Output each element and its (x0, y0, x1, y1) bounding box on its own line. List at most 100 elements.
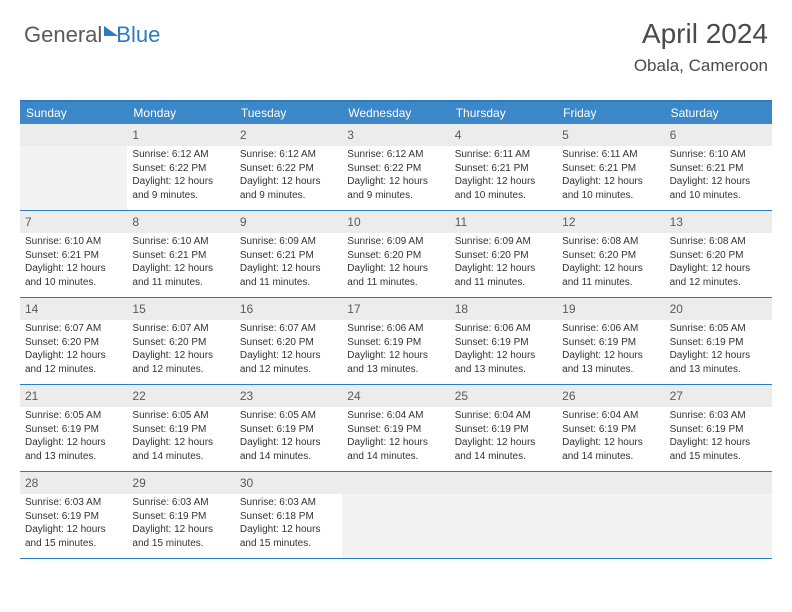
calendar-day: 25 Sunrise: 6:04 AMSunset: 6:19 PMDayligh… (450, 385, 557, 471)
day-number-row: 25 (450, 385, 557, 407)
day-number-row: 22 (127, 385, 234, 407)
calendar-day: 9 Sunrise: 6:09 AMSunset: 6:21 PMDaylight… (235, 211, 342, 297)
calendar-day: 14Sunrise: 6:07 AMSunset: 6:20 PMDayligh… (20, 298, 127, 384)
weekday-header: Friday (557, 102, 664, 124)
day-info: Sunrise: 6:12 AMSunset: 6:22 PMDaylight:… (240, 148, 337, 202)
day-info: Sunrise: 6:07 AMSunset: 6:20 PMDaylight:… (240, 322, 337, 376)
day-number-row-empty (342, 472, 449, 494)
day-number: 12 (562, 215, 575, 229)
logo-text-blue: Blue (116, 22, 160, 48)
calendar-day: 30 Sunrise: 6:03 AMSunset: 6:18 PMDayligh… (235, 472, 342, 558)
day-number: 29 (132, 476, 145, 490)
day-number: 27 (670, 389, 683, 403)
day-number-row: 16 (235, 298, 342, 320)
day-number-row: 28 (20, 472, 127, 494)
day-number: 2 (240, 128, 247, 142)
day-number-row: 2 (235, 124, 342, 146)
day-number-row: 23 (235, 385, 342, 407)
calendar-week-row: 21Sunrise: 6:05 AMSunset: 6:19 PMDayligh… (20, 385, 772, 472)
day-info: Sunrise: 6:07 AMSunset: 6:20 PMDaylight:… (132, 322, 229, 376)
day-info: Sunrise: 6:03 AMSunset: 6:19 PMDaylight:… (670, 409, 767, 463)
day-number: 8 (132, 215, 139, 229)
calendar-header-row: SundayMondayTuesdayWednesdayThursdayFrid… (20, 102, 772, 124)
day-number-row-empty (665, 472, 772, 494)
day-info: Sunrise: 6:04 AMSunset: 6:19 PMDaylight:… (455, 409, 552, 463)
day-info: Sunrise: 6:10 AMSunset: 6:21 PMDaylight:… (25, 235, 122, 289)
day-number: 1 (132, 128, 139, 142)
day-number-row: 12 (557, 211, 664, 233)
day-number-row: 26 (557, 385, 664, 407)
day-number-row: 13 (665, 211, 772, 233)
day-number-row: 8 (127, 211, 234, 233)
calendar-week-row: 28 Sunrise: 6:03 AMSunset: 6:19 PMDayligh… (20, 472, 772, 559)
day-number-row: 5 (557, 124, 664, 146)
day-info: Sunrise: 6:09 AMSunset: 6:21 PMDaylight:… (240, 235, 337, 289)
calendar-week-row: 1 Sunrise: 6:12 AMSunset: 6:22 PMDaylight… (20, 124, 772, 211)
day-number: 30 (240, 476, 253, 490)
day-number: 5 (562, 128, 569, 142)
day-number: 17 (347, 302, 360, 316)
calendar-day-empty (450, 472, 557, 558)
day-number-row: 20 (665, 298, 772, 320)
day-number: 7 (25, 215, 32, 229)
day-info: Sunrise: 6:06 AMSunset: 6:19 PMDaylight:… (562, 322, 659, 376)
day-number-row: 27 (665, 385, 772, 407)
day-info: Sunrise: 6:10 AMSunset: 6:21 PMDaylight:… (670, 148, 767, 202)
day-info: Sunrise: 6:11 AMSunset: 6:21 PMDaylight:… (455, 148, 552, 202)
calendar-day: 4 Sunrise: 6:11 AMSunset: 6:21 PMDaylight… (450, 124, 557, 210)
day-number-row: 11 (450, 211, 557, 233)
day-number-row: 19 (557, 298, 664, 320)
day-info: Sunrise: 6:05 AMSunset: 6:19 PMDaylight:… (240, 409, 337, 463)
day-info: Sunrise: 6:06 AMSunset: 6:19 PMDaylight:… (347, 322, 444, 376)
day-number-row: 17 (342, 298, 449, 320)
day-number: 24 (347, 389, 360, 403)
day-number: 28 (25, 476, 38, 490)
day-number: 4 (455, 128, 462, 142)
day-info: Sunrise: 6:03 AMSunset: 6:18 PMDaylight:… (240, 496, 337, 550)
day-info: Sunrise: 6:09 AMSunset: 6:20 PMDaylight:… (347, 235, 444, 289)
weekday-header: Saturday (665, 102, 772, 124)
day-info: Sunrise: 6:03 AMSunset: 6:19 PMDaylight:… (25, 496, 122, 550)
weekday-header: Monday (127, 102, 234, 124)
day-number-row: 7 (20, 211, 127, 233)
weekday-header: Tuesday (235, 102, 342, 124)
day-info: Sunrise: 6:06 AMSunset: 6:19 PMDaylight:… (455, 322, 552, 376)
calendar-week-row: 14Sunrise: 6:07 AMSunset: 6:20 PMDayligh… (20, 298, 772, 385)
calendar-week-row: 7 Sunrise: 6:10 AMSunset: 6:21 PMDaylight… (20, 211, 772, 298)
day-number: 10 (347, 215, 360, 229)
weekday-header: Wednesday (342, 102, 449, 124)
day-number-row: 30 (235, 472, 342, 494)
day-info: Sunrise: 6:08 AMSunset: 6:20 PMDaylight:… (670, 235, 767, 289)
day-number: 20 (670, 302, 683, 316)
day-info: Sunrise: 6:05 AMSunset: 6:19 PMDaylight:… (670, 322, 767, 376)
day-number-row: 15 (127, 298, 234, 320)
day-info: Sunrise: 6:04 AMSunset: 6:19 PMDaylight:… (347, 409, 444, 463)
calendar-day: 21Sunrise: 6:05 AMSunset: 6:19 PMDayligh… (20, 385, 127, 471)
day-number-row: 1 (127, 124, 234, 146)
day-number: 25 (455, 389, 468, 403)
calendar-day: 5Sunrise: 6:11 AMSunset: 6:21 PMDaylight… (557, 124, 664, 210)
calendar: SundayMondayTuesdayWednesdayThursdayFrid… (20, 100, 772, 559)
calendar-day: 24 Sunrise: 6:04 AMSunset: 6:19 PMDayligh… (342, 385, 449, 471)
day-number: 18 (455, 302, 468, 316)
day-info: Sunrise: 6:05 AMSunset: 6:19 PMDaylight:… (25, 409, 122, 463)
calendar-day: 1Sunrise: 6:12 AMSunset: 6:22 PMDaylight… (127, 124, 234, 210)
calendar-day: 20 Sunrise: 6:05 AMSunset: 6:19 PMDayligh… (665, 298, 772, 384)
calendar-day: 16 Sunrise: 6:07 AMSunset: 6:20 PMDayligh… (235, 298, 342, 384)
calendar-day: 27 Sunrise: 6:03 AMSunset: 6:19 PMDayligh… (665, 385, 772, 471)
calendar-day: 23Sunrise: 6:05 AMSunset: 6:19 PMDayligh… (235, 385, 342, 471)
day-number: 16 (240, 302, 253, 316)
day-number-row-empty (20, 124, 127, 146)
calendar-day: 7 Sunrise: 6:10 AMSunset: 6:21 PMDaylight… (20, 211, 127, 297)
weekday-header: Thursday (450, 102, 557, 124)
calendar-day-empty (20, 124, 127, 210)
day-info: Sunrise: 6:07 AMSunset: 6:20 PMDaylight:… (25, 322, 122, 376)
day-number: 19 (562, 302, 575, 316)
day-number: 9 (240, 215, 247, 229)
day-info: Sunrise: 6:03 AMSunset: 6:19 PMDaylight:… (132, 496, 229, 550)
day-info: Sunrise: 6:04 AMSunset: 6:19 PMDaylight:… (562, 409, 659, 463)
calendar-day: 19 Sunrise: 6:06 AMSunset: 6:19 PMDayligh… (557, 298, 664, 384)
calendar-day: 2 Sunrise: 6:12 AMSunset: 6:22 PMDaylight… (235, 124, 342, 210)
day-number-row: 14 (20, 298, 127, 320)
weekday-header: Sunday (20, 102, 127, 124)
